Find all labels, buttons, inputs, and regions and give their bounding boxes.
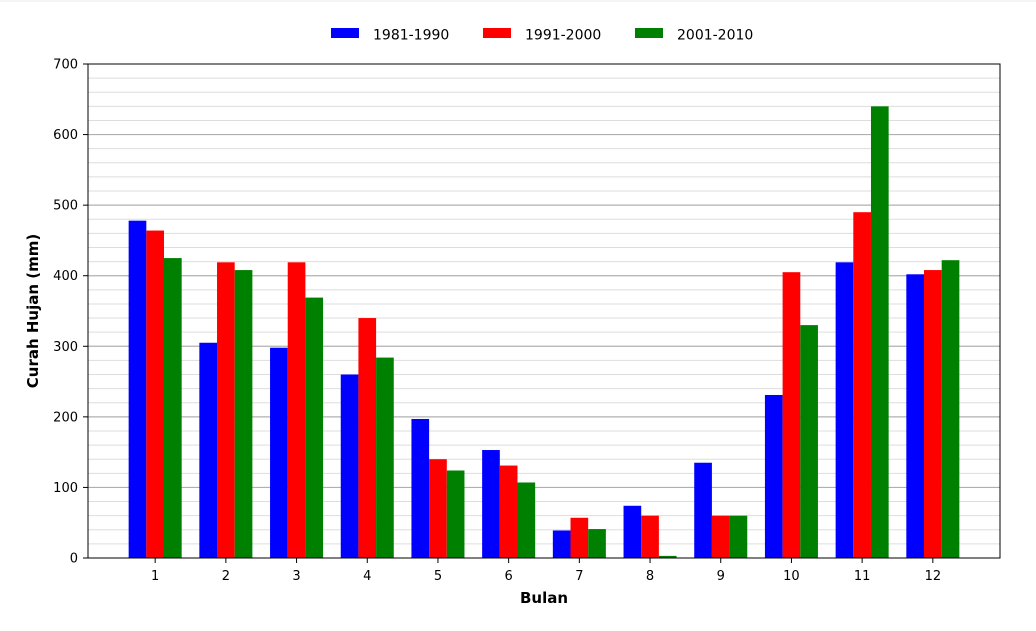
bar (906, 274, 924, 558)
bar (376, 357, 394, 558)
bar (729, 515, 748, 558)
x-tick-label: 6 (505, 569, 513, 584)
bar (517, 482, 536, 558)
bar (358, 318, 377, 558)
y-axis-label: Curah Hujan (mm) (24, 234, 42, 388)
y-tick-label: 600 (53, 128, 78, 143)
bar (429, 459, 447, 558)
x-axis-label: Bulan (520, 589, 568, 607)
x-tick-label: 12 (925, 569, 942, 584)
x-axis-ticks: 1 2 3 4 5 6 7 8 9 10 11 12 (151, 558, 941, 584)
y-tick-label: 100 (53, 481, 78, 496)
x-tick-label: 2 (222, 569, 230, 584)
legend: 1981-1990 1991-2000 2001-2010 (331, 28, 753, 44)
x-tick-label: 11 (854, 569, 871, 584)
legend-label: 2001-2010 (677, 28, 753, 44)
y-tick-label: 200 (53, 410, 78, 425)
legend-label: 1981-1990 (373, 28, 449, 44)
bar (146, 230, 164, 558)
x-tick-label: 3 (292, 569, 300, 584)
bar (641, 515, 659, 558)
legend-item: 2001-2010 (635, 28, 753, 44)
x-tick-label: 7 (575, 569, 583, 584)
bar (623, 505, 642, 558)
x-tick-label: 4 (363, 569, 371, 584)
bar (835, 262, 854, 558)
bar (588, 529, 606, 558)
bar (270, 347, 288, 558)
x-tick-label: 10 (783, 569, 800, 584)
x-tick-label: 8 (646, 569, 654, 584)
bar (924, 270, 942, 558)
y-tick-label: 0 (70, 552, 78, 567)
y-tick-label: 500 (53, 199, 78, 214)
bar-series-1981-1990 (128, 220, 924, 558)
bar (482, 450, 500, 558)
bar (305, 297, 324, 558)
legend-swatch (331, 28, 359, 38)
bar (870, 106, 889, 558)
plot-frame (87, 63, 1001, 559)
top-edge (0, 0, 1036, 2)
bar-series-2001-2010 (164, 106, 960, 558)
x-tick-label: 9 (717, 569, 725, 584)
bar (234, 270, 253, 558)
bar (499, 465, 518, 558)
bar (340, 374, 359, 558)
bar (552, 530, 571, 558)
bar (199, 342, 218, 558)
bar (941, 260, 960, 558)
bar (782, 272, 801, 558)
y-axis-ticks: 0 100 200 300 400 500 600 700 (53, 58, 88, 567)
bar (128, 220, 147, 558)
bar-series-1991-2000 (146, 212, 942, 558)
legend-swatch (635, 28, 663, 38)
bar (764, 394, 783, 558)
bar (411, 418, 430, 558)
legend-item: 1991-2000 (483, 28, 601, 44)
x-tick-label: 1 (151, 569, 159, 584)
bar (217, 262, 235, 558)
bar (694, 462, 712, 558)
y-tick-label: 300 (53, 340, 78, 355)
bar (287, 262, 306, 558)
bar (800, 325, 818, 558)
y-tick-label: 700 (53, 58, 78, 73)
legend-swatch (483, 28, 511, 38)
legend-item: 1981-1990 (331, 28, 449, 44)
y-tick-label: 400 (53, 269, 78, 284)
bar (853, 212, 871, 558)
bar (570, 517, 589, 558)
bar (658, 555, 677, 558)
legend-label: 1991-2000 (525, 28, 601, 44)
bar-series-group (128, 106, 960, 558)
x-tick-label: 5 (434, 569, 442, 584)
bar (711, 515, 730, 558)
bar (164, 258, 182, 558)
bar (446, 470, 465, 558)
